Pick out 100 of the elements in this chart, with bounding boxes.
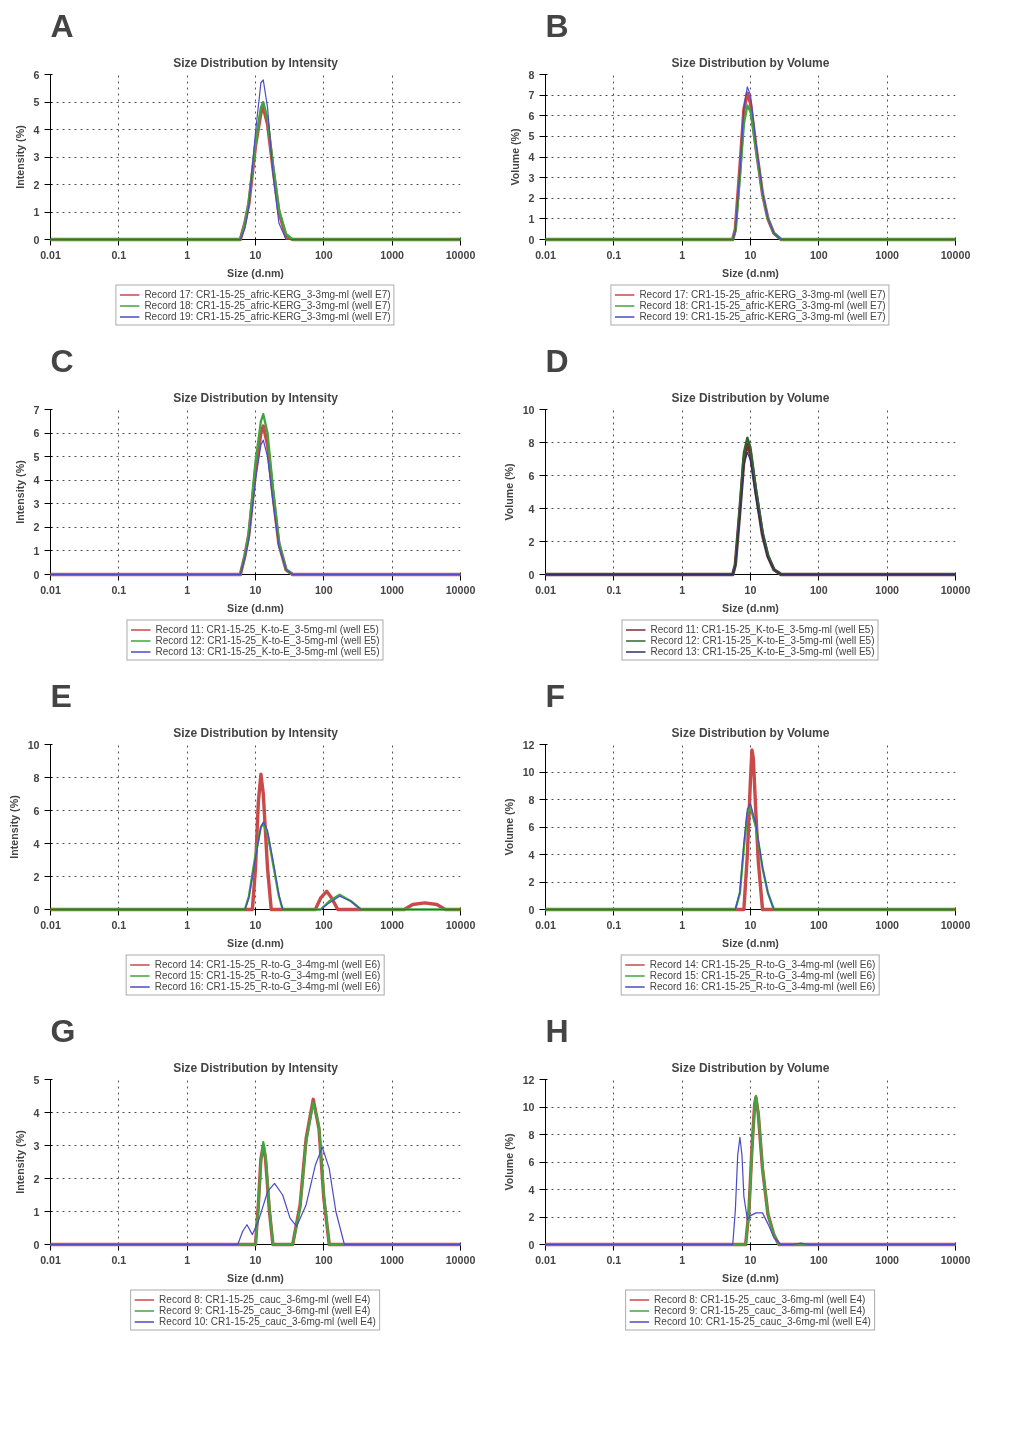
legend-label: Record 18: CR1-15-25_afric-KERG_3-3mg-ml (well E7) bbox=[144, 299, 391, 311]
x-tick-label: 10000 bbox=[940, 583, 971, 596]
y-tick-label: 0 bbox=[528, 233, 535, 246]
chart-title: Size Distribution by Volume bbox=[671, 55, 830, 70]
legend-label: Record 12: CR1-15-25_K-to-E_3-5mg-ml (well E5) bbox=[155, 634, 380, 646]
legend-label: Record 19: CR1-15-25_afric-KERG_3-3mg-ml (well E7) bbox=[639, 310, 886, 322]
y-tick-label: 6 bbox=[528, 469, 535, 482]
y-tick-label: 5 bbox=[33, 1073, 40, 1086]
x-axis-title: Size (d.nm) bbox=[722, 1271, 780, 1284]
x-tick-label: 1 bbox=[184, 1253, 191, 1266]
y-tick-label: 3 bbox=[33, 151, 40, 163]
x-tick-label: 0.01 bbox=[535, 583, 556, 596]
y-tick-label: 10 bbox=[27, 738, 40, 751]
x-tick-label: 1000 bbox=[380, 248, 405, 261]
y-tick-label: 12 bbox=[522, 738, 535, 751]
x-tick-label: 100 bbox=[809, 918, 828, 931]
x-tick-label: 1 bbox=[679, 248, 686, 261]
legend-label: Record 9: CR1-15-25_cauc_3-6mg-ml (well E4) bbox=[159, 1304, 371, 1316]
y-tick-label: 1 bbox=[33, 206, 40, 218]
legend-label: Record 14: CR1-15-25_R-to-G_3-4mg-ml (well E6) bbox=[154, 958, 381, 970]
x-tick-label: 10000 bbox=[445, 248, 476, 261]
x-tick-label: 100 bbox=[314, 918, 333, 931]
x-tick-label: 10000 bbox=[940, 248, 971, 261]
chart-title: Size Distribution by Volume bbox=[671, 390, 830, 405]
x-axis-title: Size (d.nm) bbox=[722, 266, 780, 279]
chart-title: Size Distribution by Intensity bbox=[173, 725, 339, 740]
x-tick-label: 0.1 bbox=[606, 1253, 622, 1266]
y-tick-label: 2 bbox=[528, 192, 535, 205]
y-axis-title: Volume (%) bbox=[508, 127, 521, 186]
x-tick-label: 10000 bbox=[445, 583, 476, 596]
x-tick-label: 1 bbox=[679, 1253, 686, 1266]
x-tick-label: 0.1 bbox=[111, 918, 127, 931]
x-tick-label: 1 bbox=[184, 918, 191, 931]
x-tick-label: 1 bbox=[184, 248, 191, 261]
legend-label: Record 13: CR1-15-25_K-to-E_3-5mg-ml (well E5) bbox=[155, 645, 380, 657]
y-tick-label: 5 bbox=[528, 130, 535, 143]
x-tick-label: 0.1 bbox=[111, 583, 127, 596]
y-axis-title: Intensity (%) bbox=[7, 794, 20, 859]
x-tick-label: 1000 bbox=[380, 1253, 405, 1266]
x-axis-title: Size (d.nm) bbox=[722, 601, 780, 614]
y-tick-label: 2 bbox=[528, 1211, 535, 1223]
y-tick-label: 6 bbox=[528, 109, 535, 122]
x-tick-label: 10 bbox=[744, 918, 757, 931]
y-axis-title: Intensity (%) bbox=[13, 1129, 26, 1194]
x-tick-label: 100 bbox=[314, 1253, 333, 1266]
x-tick-label: 0.1 bbox=[606, 248, 622, 261]
y-axis-title: Intensity (%) bbox=[13, 124, 26, 189]
y-tick-label: 5 bbox=[33, 96, 40, 108]
legend-label: Record 15: CR1-15-25_R-to-G_3-4mg-ml (well E6) bbox=[649, 969, 876, 981]
y-tick-label: 4 bbox=[528, 1183, 535, 1196]
y-tick-label: 6 bbox=[528, 1156, 535, 1168]
x-tick-label: 100 bbox=[809, 583, 828, 596]
x-tick-label: 1 bbox=[679, 918, 686, 931]
x-tick-label: 0.1 bbox=[606, 583, 622, 596]
x-tick-label: 1000 bbox=[380, 918, 405, 931]
y-tick-label: 0 bbox=[33, 233, 40, 246]
y-tick-label: 12 bbox=[522, 1073, 535, 1086]
y-tick-label: 7 bbox=[528, 89, 535, 102]
y-tick-label: 6 bbox=[33, 68, 40, 81]
legend-label: Record 16: CR1-15-25_R-to-G_3-4mg-ml (well E6) bbox=[154, 980, 381, 992]
y-axis-title: Volume (%) bbox=[502, 462, 515, 521]
y-tick-label: 0 bbox=[33, 903, 40, 916]
chart-title: Size Distribution by Intensity bbox=[173, 55, 339, 70]
x-tick-label: 0.01 bbox=[40, 918, 61, 931]
x-tick-label: 1000 bbox=[875, 918, 900, 931]
legend-label: Record 8: CR1-15-25_cauc_3-6mg-ml (well E4) bbox=[654, 1293, 866, 1305]
y-tick-label: 2 bbox=[33, 1172, 40, 1185]
text: A bbox=[50, 7, 74, 44]
chart-title: Size Distribution by Intensity bbox=[173, 1060, 339, 1075]
x-tick-label: 100 bbox=[314, 248, 333, 261]
x-tick-label: 1 bbox=[679, 583, 686, 596]
x-tick-label: 0.01 bbox=[535, 1253, 556, 1266]
chart-title: Size Distribution by Volume bbox=[671, 1060, 830, 1075]
y-tick-label: 0 bbox=[528, 1238, 535, 1251]
text: G bbox=[50, 1012, 76, 1049]
y-tick-label: 4 bbox=[528, 502, 535, 515]
legend-label: Record 10: CR1-15-25_cauc_3-6mg-ml (well E4) bbox=[159, 1315, 376, 1327]
x-axis-title: Size (d.nm) bbox=[227, 266, 285, 279]
y-tick-label: 6 bbox=[33, 804, 40, 817]
legend-label: Record 17: CR1-15-25_afric-KERG_3-3mg-ml (well E7) bbox=[144, 288, 391, 300]
y-tick-label: 3 bbox=[33, 1139, 40, 1152]
y-tick-label: 5 bbox=[33, 450, 40, 463]
y-tick-label: 7 bbox=[33, 403, 40, 416]
y-tick-label: 10 bbox=[522, 403, 535, 416]
text: C bbox=[50, 342, 74, 379]
y-tick-label: 1 bbox=[528, 212, 535, 225]
x-tick-label: 1000 bbox=[875, 583, 900, 596]
x-tick-label: 10 bbox=[744, 1253, 757, 1266]
x-axis-title: Size (d.nm) bbox=[227, 1271, 285, 1284]
y-tick-label: 0 bbox=[33, 568, 40, 581]
y-tick-label: 8 bbox=[528, 1128, 535, 1141]
legend-label: Record 19: CR1-15-25_afric-KERG_3-3mg-ml (well E7) bbox=[144, 310, 391, 322]
y-tick-label: 10 bbox=[522, 1101, 535, 1113]
x-tick-label: 10 bbox=[249, 248, 262, 261]
y-tick-label: 2 bbox=[33, 870, 40, 883]
x-tick-label: 10 bbox=[744, 248, 757, 261]
y-axis-title: Volume (%) bbox=[502, 797, 515, 856]
x-tick-label: 10000 bbox=[940, 918, 971, 931]
x-tick-label: 10 bbox=[249, 583, 262, 596]
y-tick-label: 8 bbox=[528, 793, 535, 806]
